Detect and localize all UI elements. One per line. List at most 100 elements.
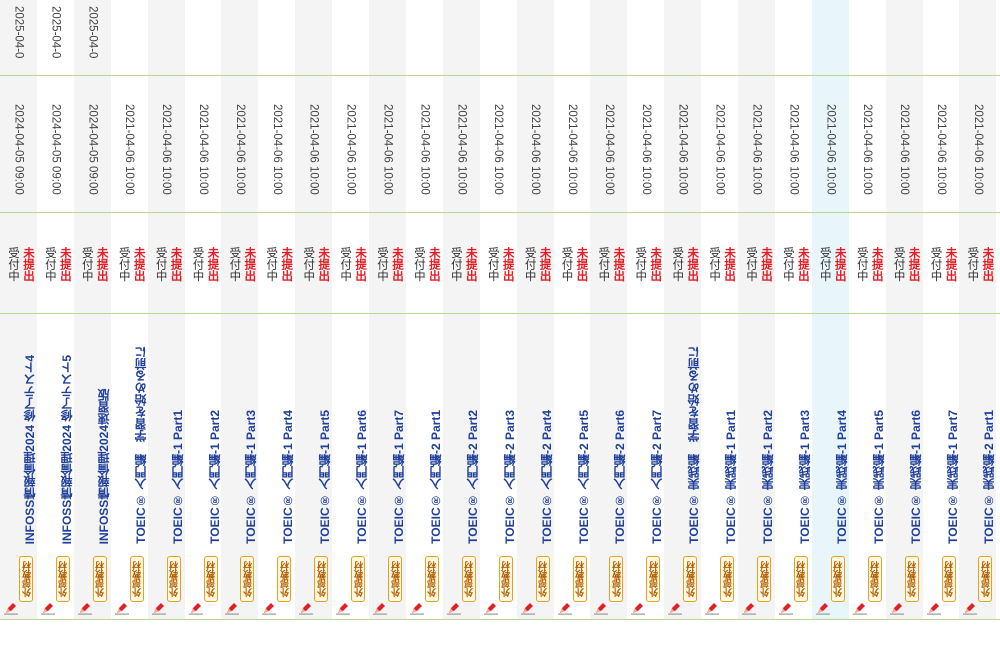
course-title-link[interactable]: TOEIC® 入門編-2 Part6 bbox=[613, 410, 628, 544]
table-row[interactable]: 2021-04-06 10:00 受付中 未提出 外部教材 TOEIC® 入門編-2 P… bbox=[516, 0, 554, 620]
table-row[interactable]: 2021-04-06 10:00 受付中 未提出 外部教材 TOEIC® 実践編-1 P… bbox=[775, 0, 812, 620]
course-title-link[interactable]: INFOSS情報倫理2024 修了テスト5 bbox=[59, 354, 74, 544]
due-date-cell: 2021-04-06 10:00 bbox=[332, 76, 369, 212]
course-title-link[interactable]: INFOSS情報倫理2024速習版 bbox=[96, 388, 111, 544]
course-title-link[interactable]: TOEIC® 入門編 学習を始める前に bbox=[133, 346, 148, 544]
due-date: 2021-04-06 10:00 bbox=[381, 104, 394, 195]
pencil-icon[interactable] bbox=[815, 601, 830, 615]
course-title-link[interactable]: TOEIC® 実践編-1 Part3 bbox=[797, 410, 812, 544]
status-cell: 受付中 未提出 bbox=[923, 213, 960, 313]
pencil-icon[interactable] bbox=[668, 601, 683, 615]
table-row[interactable]: 2021-04-06 10:00 受付中 未提出 外部教材 TOEIC® 実践編-1 P… bbox=[849, 0, 886, 620]
status-not-submitted: 未提出 bbox=[870, 247, 883, 282]
course-title-link[interactable]: TOEIC® 実践編-1 Part1 bbox=[724, 410, 739, 544]
pencil-icon[interactable] bbox=[742, 601, 756, 615]
pencil-icon[interactable] bbox=[77, 601, 92, 615]
pencil-icon[interactable] bbox=[225, 601, 240, 615]
course-title-link[interactable]: TOEIC® 入門編-2 Part2 bbox=[465, 410, 480, 544]
course-title-link[interactable]: TOEIC® 実践編-1 Part4 bbox=[834, 410, 849, 544]
course-cell: 外部教材 TOEIC® 入門編-2 Part2 bbox=[443, 314, 480, 620]
external-material-badge: 外部教材 bbox=[646, 556, 661, 602]
table-row[interactable]: 2021-04-06 10:00 受付中 未提出 外部教材 TOEIC® 実践編 学習を… bbox=[664, 0, 702, 620]
course-title-link[interactable]: TOEIC® 実践編 学習を始める前に bbox=[687, 346, 702, 544]
pencil-icon[interactable] bbox=[520, 601, 535, 615]
due-date: 2024-04-05 09:00 bbox=[49, 104, 62, 195]
course-title-link[interactable]: TOEIC® 入門編-1 Part6 bbox=[355, 410, 370, 544]
course-title-link[interactable]: INFOSS情報倫理2024 修了テスト4 bbox=[23, 354, 37, 544]
pencil-icon[interactable] bbox=[778, 601, 793, 615]
course-title-link[interactable]: TOEIC® 入門編-1 Part5 bbox=[318, 410, 333, 544]
table-row[interactable]: 2021-04-06 10:00 受付中 未提出 外部教材 TOEIC® 入門編-1 P… bbox=[258, 0, 295, 620]
course-title-link[interactable]: TOEIC® 入門編-2 Part3 bbox=[502, 410, 517, 544]
course-title-link[interactable]: TOEIC® 入門編-2 Part4 bbox=[539, 410, 554, 544]
table-row[interactable]: 2021-04-06 10:00 受付中 未提出 外部教材 TOEIC® 実践編-1 P… bbox=[701, 0, 738, 620]
external-material-label: 外部教材 bbox=[242, 561, 253, 597]
external-material-badge: 外部教材 bbox=[240, 556, 255, 602]
course-title-link[interactable]: TOEIC® 入門編-2 Part1 bbox=[428, 410, 443, 544]
table-row[interactable]: 2021-04-06 10:00 受付中 未提出 外部教材 TOEIC® 入門編-1 P… bbox=[295, 0, 333, 620]
pencil-icon[interactable] bbox=[926, 601, 941, 615]
pencil-icon[interactable] bbox=[631, 601, 646, 615]
table-row[interactable]: 2021-04-06 10:00 受付中 未提出 外部教材 TOEIC® 入門編-2 P… bbox=[554, 0, 591, 620]
pencil-icon[interactable] bbox=[889, 601, 904, 615]
course-title-link[interactable]: TOEIC® 入門編-1 Part4 bbox=[281, 410, 296, 544]
table-row[interactable]: 2021-04-06 10:00 受付中 未提出 外部教材 TOEIC® 入門編-2 P… bbox=[590, 0, 628, 620]
course-title-link[interactable]: TOEIC® 実践編-2 Part1 bbox=[982, 410, 997, 544]
status-accepting: 受付中 bbox=[449, 247, 462, 282]
external-material-badge: 外部教材 bbox=[166, 556, 181, 602]
status-not-submitted: 未提出 bbox=[944, 247, 957, 282]
table-row[interactable]: 2021-04-06 10:00 受付中 未提出 外部教材 TOEIC® 入門編-1 P… bbox=[332, 0, 369, 620]
table-row[interactable]: 2021-04-06 10:00 受付中 未提出 外部教材 TOEIC® 入門編-2 P… bbox=[442, 0, 480, 620]
pencil-icon[interactable] bbox=[114, 601, 129, 615]
pencil-icon[interactable] bbox=[151, 601, 166, 615]
external-material-badge: 外部教材 bbox=[424, 556, 439, 602]
pencil-icon[interactable] bbox=[705, 601, 720, 615]
pencil-icon[interactable] bbox=[336, 601, 351, 615]
table-row[interactable]: 2021-04-06 10:00 受付中 未提出 外部教材 TOEIC® 入門編-1 P… bbox=[147, 0, 185, 620]
course-title-link[interactable]: TOEIC® 入門編-2 Part5 bbox=[576, 410, 591, 544]
table-row[interactable]: 2025-04-0 2024-04-05 09:00 受付中 未提出 外部教材 INFOS… bbox=[37, 0, 74, 620]
table-row[interactable]: 2021-04-06 10:00 受付中 未提出 外部教材 TOEIC® 入門編-1 P… bbox=[369, 0, 406, 620]
course-title-link[interactable]: TOEIC® 実践編-1 Part7 bbox=[945, 410, 960, 544]
pencil-icon[interactable] bbox=[4, 601, 18, 615]
table-row[interactable]: 2021-04-06 10:00 受付中 未提出 外部教材 TOEIC® 入門編-1 P… bbox=[221, 0, 259, 620]
table-row[interactable]: 2025-04-0 2024-04-05 09:00 受付中 未提出 外部教材 INFOS… bbox=[0, 0, 37, 620]
course-title-link[interactable]: TOEIC® 入門編-1 Part1 bbox=[170, 410, 185, 544]
table-row[interactable]: 2021-04-06 10:00 受付中 未提出 外部教材 TOEIC® 入門編-2 P… bbox=[406, 0, 443, 620]
status-accepting: 受付中 bbox=[154, 247, 167, 282]
table-row[interactable]: 2021-04-06 10:00 受付中 未提出 外部教材 TOEIC® 実践編-2 P… bbox=[959, 0, 997, 620]
pencil-icon[interactable] bbox=[373, 601, 387, 615]
table-row[interactable]: 2021-04-06 10:00 受付中 未提出 外部教材 TOEIC® 入門編 学習を… bbox=[111, 0, 148, 620]
course-title-link[interactable]: TOEIC® 入門編-1 Part3 bbox=[244, 410, 259, 544]
pencil-icon[interactable] bbox=[852, 601, 867, 615]
pencil-icon[interactable] bbox=[963, 601, 978, 615]
pencil-icon[interactable] bbox=[262, 601, 277, 615]
pencil-icon[interactable] bbox=[188, 601, 203, 615]
external-material-badge: 外部教材 bbox=[720, 556, 735, 602]
course-title-link[interactable]: TOEIC® 入門編-1 Part2 bbox=[207, 410, 222, 544]
pencil-icon[interactable] bbox=[409, 601, 424, 615]
pencil-icon[interactable] bbox=[594, 601, 609, 615]
table-row[interactable]: 2021-04-06 10:00 受付中 未提出 外部教材 TOEIC® 入門編-1 P… bbox=[185, 0, 222, 620]
table-row[interactable]: 2025-04-0 2024-04-05 09:00 受付中 未提出 外部教材 INFOS… bbox=[73, 0, 111, 620]
pencil-icon[interactable] bbox=[483, 601, 498, 615]
start-date-cell bbox=[221, 0, 258, 75]
table-row[interactable]: 2021-04-06 10:00 受付中 未提出 外部教材 TOEIC® 実践編-1 P… bbox=[738, 0, 775, 620]
table-row[interactable]: 2021-04-06 10:00 受付中 未提出 外部教材 TOEIC® 入門編-2 P… bbox=[480, 0, 517, 620]
course-title-link[interactable]: TOEIC® 実践編-1 Part5 bbox=[871, 410, 886, 544]
external-material-badge: 外部教材 bbox=[19, 556, 33, 602]
table-row[interactable]: 2021-04-06 10:00 受付中 未提出 外部教材 TOEIC® 入門編-2 P… bbox=[627, 0, 664, 620]
course-title-link[interactable]: TOEIC® 入門編-2 Part7 bbox=[650, 410, 665, 544]
pencil-icon[interactable] bbox=[40, 601, 55, 615]
course-title-link[interactable]: TOEIC® 実践編-1 Part2 bbox=[761, 410, 775, 544]
pencil-icon[interactable] bbox=[446, 601, 461, 615]
table-row[interactable]: 2021-04-06 10:00 受付中 未提出 外部教材 TOEIC® 実践編-1 P… bbox=[923, 0, 960, 620]
course-title-link[interactable]: TOEIC® 実践編-1 Part6 bbox=[908, 410, 923, 544]
pencil-icon[interactable] bbox=[299, 601, 314, 615]
course-title-link[interactable]: TOEIC® 入門編-1 Part7 bbox=[392, 410, 406, 544]
status-cell: 受付中 未提出 bbox=[185, 213, 222, 313]
table-row[interactable]: 2021-04-06 10:00 受付中 未提出 外部教材 TOEIC® 実践編-1 P… bbox=[811, 0, 849, 620]
pencil-icon[interactable] bbox=[557, 601, 572, 615]
status-accepting: 受付中 bbox=[486, 247, 499, 282]
table-row[interactable]: 2021-04-06 10:00 受付中 未提出 外部教材 TOEIC® 実践編-1 P… bbox=[885, 0, 923, 620]
